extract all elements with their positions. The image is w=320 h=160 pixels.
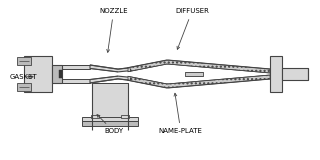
Polygon shape: [17, 83, 31, 91]
Polygon shape: [52, 65, 62, 83]
Text: GASKET: GASKET: [10, 74, 37, 80]
Polygon shape: [185, 72, 203, 76]
Polygon shape: [62, 79, 90, 83]
Text: DIFFUSER: DIFFUSER: [175, 8, 209, 49]
Polygon shape: [90, 76, 130, 83]
Text: BODY: BODY: [97, 115, 123, 134]
Polygon shape: [90, 65, 130, 72]
Polygon shape: [59, 70, 62, 78]
Polygon shape: [17, 57, 31, 65]
Polygon shape: [270, 56, 282, 92]
Text: NAME-PLATE: NAME-PLATE: [159, 93, 203, 134]
Polygon shape: [128, 75, 270, 88]
Polygon shape: [82, 117, 138, 121]
Polygon shape: [91, 115, 99, 118]
Polygon shape: [24, 56, 52, 92]
Polygon shape: [62, 65, 90, 69]
Polygon shape: [282, 68, 308, 80]
Polygon shape: [121, 115, 129, 118]
Polygon shape: [82, 121, 138, 126]
Text: NOZZLE: NOZZLE: [99, 8, 128, 52]
Polygon shape: [92, 83, 128, 121]
Polygon shape: [128, 60, 270, 73]
